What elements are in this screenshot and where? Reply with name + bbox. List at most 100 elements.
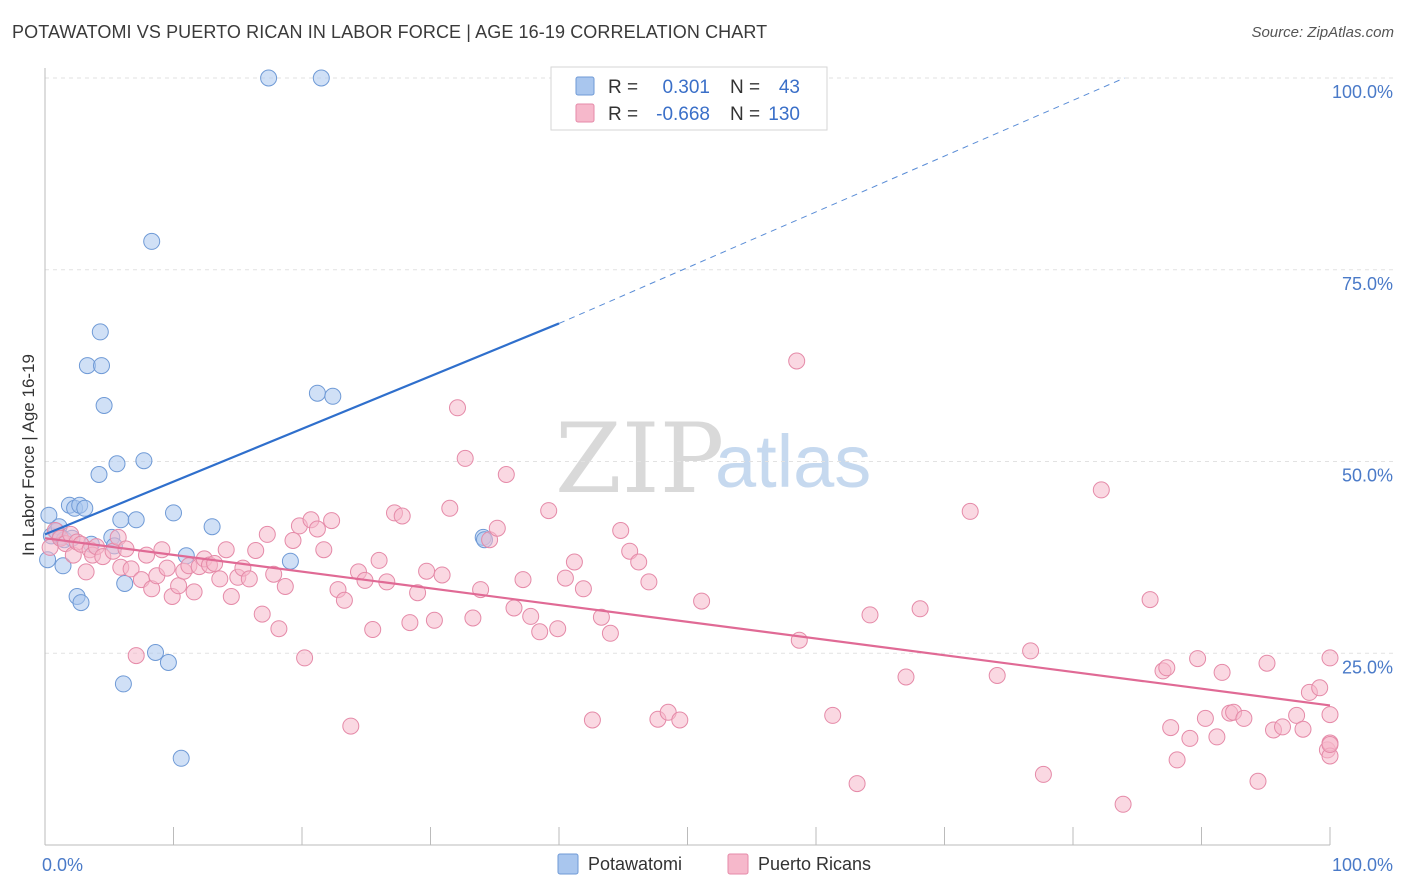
point-puerto-ricans — [1208, 728, 1226, 746]
point-puerto-ricans — [222, 588, 240, 605]
point-puerto-ricans — [824, 706, 842, 724]
point-puerto-ricans — [409, 584, 427, 602]
point-puerto-ricans — [1092, 481, 1110, 499]
point-puerto-ricans — [284, 532, 302, 549]
point-potawatomi — [76, 499, 94, 517]
point-puerto-ricans — [556, 569, 574, 587]
point-puerto-ricans — [1294, 720, 1312, 738]
legend-r-label: R = — [608, 104, 638, 125]
point-puerto-ricans — [127, 647, 145, 665]
source-label: Source: ZipAtlas.com — [1251, 24, 1394, 41]
point-puerto-ricans — [583, 711, 601, 729]
point-puerto-ricans — [1168, 751, 1186, 769]
point-puerto-ricans — [342, 717, 360, 735]
tick-labels: 25.0% 50.0% 75.0% 100.0% 0.0% 100.0% — [42, 82, 1393, 875]
point-puerto-ricans — [418, 562, 436, 580]
point-puerto-ricans — [1213, 663, 1231, 681]
axes — [44, 68, 1331, 846]
point-puerto-ricans — [449, 399, 466, 417]
trend-line-puerto-ricans — [44, 537, 1331, 707]
point-potawatomi — [54, 557, 72, 575]
point-puerto-ricans — [861, 606, 879, 624]
point-potawatomi — [147, 644, 164, 661]
data-points — [39, 69, 1339, 813]
bottom-legend-swatch-puerto-ricans — [727, 853, 749, 875]
point-potawatomi — [135, 452, 153, 470]
point-potawatomi — [93, 357, 110, 375]
point-puerto-ricans — [308, 520, 326, 538]
point-puerto-ricans — [514, 571, 532, 589]
point-potawatomi — [159, 654, 177, 671]
point-puerto-ricans — [788, 352, 806, 370]
point-potawatomi — [114, 675, 132, 693]
point-puerto-ricans — [671, 711, 689, 729]
point-puerto-ricans — [206, 555, 224, 572]
point-potawatomi — [116, 575, 134, 592]
trend-line-potawatomi — [44, 322, 560, 536]
y-axis-label: In Labor Force | Age 16-19 — [19, 354, 38, 556]
point-potawatomi — [108, 455, 126, 473]
point-puerto-ricans — [1258, 654, 1276, 672]
point-puerto-ricans — [848, 775, 866, 793]
legend-r-value-puerto-ricans: -0.668 — [656, 104, 710, 125]
point-potawatomi — [324, 387, 342, 405]
point-potawatomi — [172, 749, 190, 767]
point-puerto-ricans — [574, 580, 592, 598]
point-potawatomi — [308, 384, 326, 402]
point-puerto-ricans — [693, 592, 711, 610]
point-puerto-ricans — [185, 583, 203, 601]
legend-swatch-potawatomi — [575, 76, 595, 96]
point-potawatomi — [72, 594, 90, 612]
point-puerto-ricans — [138, 546, 155, 564]
point-puerto-ricans — [335, 591, 353, 609]
point-puerto-ricans — [1158, 659, 1176, 677]
point-puerto-ricans — [1022, 642, 1040, 660]
y-tick-label: 75.0% — [1342, 274, 1393, 294]
point-potawatomi — [203, 518, 221, 536]
point-potawatomi — [40, 506, 58, 524]
point-puerto-ricans — [540, 502, 558, 520]
point-puerto-ricans — [1249, 772, 1267, 790]
trend-lines — [44, 77, 1331, 707]
point-puerto-ricans — [441, 499, 459, 517]
point-puerto-ricans — [640, 573, 658, 591]
point-puerto-ricans — [961, 502, 979, 520]
point-puerto-ricans — [522, 607, 540, 625]
point-puerto-ricans — [505, 599, 523, 617]
point-potawatomi — [90, 466, 108, 483]
stats-legend: R = 0.301 N = 43 R = -0.668 N = 130 — [550, 66, 828, 131]
point-puerto-ricans — [911, 600, 929, 618]
legend-n-value-potawatomi: 43 — [779, 77, 800, 98]
point-puerto-ricans — [565, 553, 583, 571]
point-puerto-ricans — [425, 611, 443, 629]
legend-n-label: N = — [730, 104, 760, 125]
point-puerto-ricans — [531, 623, 549, 641]
bottom-legend-swatch-potawatomi — [557, 853, 579, 875]
x-tick-label-end: 100.0% — [1332, 855, 1393, 875]
point-puerto-ricans — [170, 577, 188, 595]
point-puerto-ricans — [1034, 765, 1052, 783]
point-puerto-ricans — [253, 605, 271, 623]
y-tick-label: 100.0% — [1332, 82, 1393, 102]
point-puerto-ricans — [630, 553, 648, 571]
point-potawatomi — [281, 552, 299, 570]
y-tick-label: 25.0% — [1342, 657, 1393, 677]
point-potawatomi — [127, 511, 145, 529]
point-puerto-ricans — [1321, 736, 1339, 753]
point-puerto-ricans — [270, 620, 288, 638]
point-potawatomi — [95, 397, 113, 414]
point-potawatomi — [312, 69, 330, 87]
point-puerto-ricans — [158, 559, 176, 577]
x-tick-label-start: 0.0% — [42, 855, 83, 875]
point-puerto-ricans — [1274, 718, 1291, 736]
point-potawatomi — [143, 232, 161, 250]
point-puerto-ricans — [77, 563, 95, 581]
point-puerto-ricans — [1321, 706, 1339, 724]
point-puerto-ricans — [276, 578, 294, 595]
point-puerto-ricans — [988, 667, 1006, 684]
point-potawatomi — [260, 69, 278, 87]
point-puerto-ricans — [217, 541, 235, 559]
legend-r-label: R = — [608, 77, 638, 98]
point-puerto-ricans — [364, 621, 382, 638]
